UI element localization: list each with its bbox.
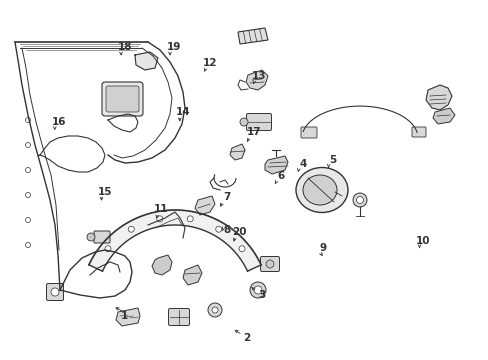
FancyBboxPatch shape [246, 113, 271, 130]
Text: 16: 16 [51, 117, 66, 127]
Circle shape [105, 246, 111, 252]
Polygon shape [264, 156, 287, 174]
Ellipse shape [352, 193, 366, 207]
Circle shape [128, 226, 134, 232]
Circle shape [239, 246, 244, 252]
Text: 2: 2 [243, 333, 250, 343]
Text: 18: 18 [117, 42, 132, 52]
Circle shape [25, 117, 30, 122]
Text: 7: 7 [223, 192, 231, 202]
Text: 3: 3 [258, 290, 264, 300]
Polygon shape [135, 52, 158, 70]
Text: 11: 11 [154, 204, 168, 214]
Circle shape [25, 143, 30, 148]
FancyBboxPatch shape [46, 284, 63, 301]
Text: 9: 9 [319, 243, 325, 253]
Circle shape [215, 226, 221, 232]
Circle shape [25, 193, 30, 198]
Circle shape [207, 303, 222, 317]
Circle shape [25, 217, 30, 222]
Circle shape [87, 233, 95, 241]
Text: 14: 14 [176, 107, 190, 117]
Text: 12: 12 [203, 58, 217, 68]
Circle shape [212, 307, 218, 313]
Circle shape [253, 286, 262, 294]
Text: 20: 20 [232, 227, 246, 237]
Circle shape [157, 216, 163, 222]
FancyBboxPatch shape [168, 309, 189, 325]
Ellipse shape [295, 167, 347, 212]
Circle shape [240, 118, 247, 126]
Circle shape [51, 288, 59, 296]
Text: 17: 17 [246, 127, 261, 138]
Polygon shape [89, 210, 261, 271]
Ellipse shape [356, 197, 363, 203]
Text: 15: 15 [98, 186, 112, 197]
Polygon shape [425, 85, 451, 110]
Text: 10: 10 [415, 236, 429, 246]
FancyBboxPatch shape [260, 256, 279, 271]
Circle shape [187, 216, 193, 222]
Polygon shape [116, 308, 140, 326]
Text: 5: 5 [328, 155, 335, 165]
Circle shape [25, 167, 30, 172]
Text: 6: 6 [277, 171, 284, 181]
Polygon shape [195, 196, 215, 215]
Ellipse shape [303, 175, 336, 205]
Text: 8: 8 [224, 225, 230, 235]
Polygon shape [245, 70, 267, 90]
Polygon shape [229, 144, 244, 160]
Circle shape [25, 243, 30, 248]
Text: 4: 4 [299, 159, 306, 169]
FancyBboxPatch shape [411, 127, 425, 137]
FancyBboxPatch shape [301, 127, 316, 138]
Text: 1: 1 [121, 311, 128, 321]
Polygon shape [238, 28, 267, 44]
Text: 19: 19 [166, 42, 181, 52]
Circle shape [265, 260, 273, 268]
Text: 13: 13 [251, 71, 266, 81]
FancyBboxPatch shape [102, 82, 142, 116]
Polygon shape [152, 255, 172, 275]
Circle shape [249, 282, 265, 298]
Polygon shape [432, 108, 454, 124]
Polygon shape [183, 265, 202, 285]
FancyBboxPatch shape [94, 231, 110, 243]
FancyBboxPatch shape [106, 86, 139, 112]
